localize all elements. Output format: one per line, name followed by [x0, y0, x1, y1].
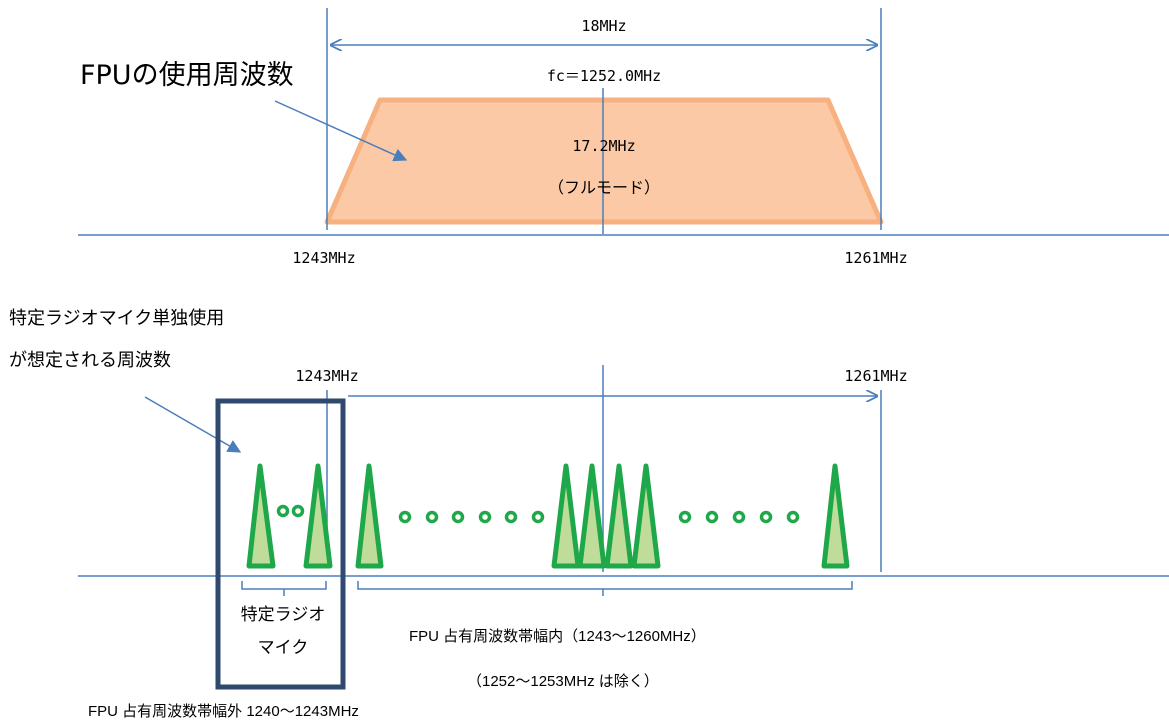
mic-signal [821, 463, 850, 569]
top-right-frequency: 1261MHz [844, 249, 907, 267]
full-mode-label: （フルモード） [548, 179, 660, 197]
mic-signal [355, 463, 384, 569]
top-left-frequency: 1243MHz [292, 249, 355, 267]
mic-signal [631, 463, 661, 569]
inside-band-label: FPU 占有周波数帯幅内（1243～1260MHz） [409, 628, 706, 645]
outside-band-label: FPU 占有周波数帯幅外 1240～1243MHz [88, 703, 359, 720]
excluded-range-label: （1252～1253MHz は除く） [467, 673, 659, 690]
bottom-right-frequency: 1261MHz [844, 367, 907, 385]
radio-mic-label-line1: 特定ラジオ [241, 605, 326, 624]
continuation-dots [276, 504, 800, 524]
radio-mic-signals [246, 463, 850, 569]
radio-mic-label-line2: マイク [258, 638, 309, 657]
occupied-bandwidth-label: 17.2MHz [572, 137, 635, 155]
mic-signal [303, 463, 333, 569]
fpu-band-brace [357, 581, 853, 596]
top-bandwidth-label: 18MHz [581, 17, 626, 35]
center-frequency-label: fc＝1252.0MHz [547, 67, 661, 85]
mic-note-line2: が想定される周波数 [9, 350, 171, 370]
fpu-band-trapezoid [324, 97, 884, 225]
radio-mic-box [215, 398, 346, 690]
radio-mic-brace [241, 581, 327, 596]
bottom-left-frequency: 1243MHz [295, 367, 358, 385]
mic-note-line1: 特定ラジオマイク単独使用 [9, 308, 224, 328]
mic-signal [551, 463, 581, 569]
bottom-pointer-arrow [144, 396, 242, 453]
top-pointer-arrow [274, 100, 408, 162]
mic-signal [246, 463, 276, 569]
fpu-frequency-title: FPUの使用周波数 [80, 60, 294, 91]
mic-signal [577, 463, 607, 569]
mic-signal [604, 463, 634, 569]
